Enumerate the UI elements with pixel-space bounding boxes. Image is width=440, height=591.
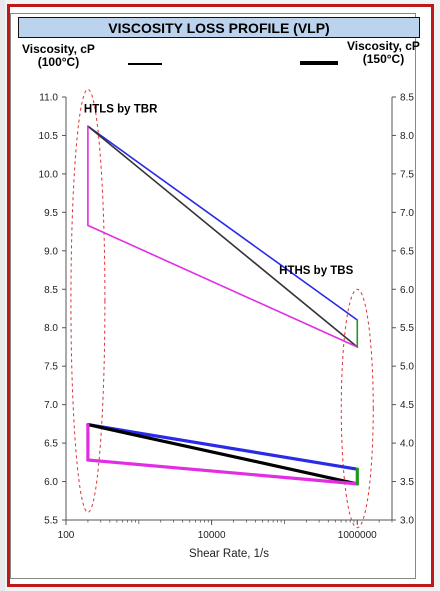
y-left-tick-label: 11.0 bbox=[39, 93, 58, 104]
y-left-tick-label: 10.0 bbox=[39, 169, 59, 180]
y-left-tick-label: 6.0 bbox=[44, 477, 58, 488]
y-right-tick-label: 7.0 bbox=[400, 208, 414, 219]
legend-left-label: Viscosity, cP (100°C) bbox=[22, 43, 95, 69]
legend-right-line bbox=[300, 61, 338, 65]
y-left-tick-label: 8.0 bbox=[44, 323, 58, 334]
legend-left-label-line2: (100°C) bbox=[37, 55, 80, 69]
highlight-ellipse bbox=[340, 288, 374, 529]
y-right-tick-label: 6.5 bbox=[400, 246, 414, 257]
y-right-tick-label: 5.5 bbox=[400, 323, 414, 334]
y-left-tick-label: 9.0 bbox=[44, 246, 58, 257]
highlight-ellipse bbox=[70, 88, 106, 513]
y-right-tick-label: 3.5 bbox=[400, 477, 414, 488]
y-right-tick-label: 5.0 bbox=[400, 362, 414, 373]
y-left-tick-label: 7.0 bbox=[44, 400, 58, 411]
legend-right-label: Viscosity, cP (150°C) bbox=[347, 40, 420, 66]
x-tick-label: 1000000 bbox=[338, 530, 377, 541]
y-right-tick-label: 8.5 bbox=[400, 93, 414, 104]
y-right-tick-label: 8.0 bbox=[400, 131, 414, 142]
y-left-tick-label: 5.5 bbox=[44, 516, 58, 527]
y-right-tick-label: 6.0 bbox=[400, 285, 414, 296]
y-left-tick-label: 9.5 bbox=[44, 208, 58, 219]
legend-right-label-line2: (150°C) bbox=[362, 52, 405, 66]
y-right-tick-label: 3.0 bbox=[400, 516, 414, 527]
x-axis-label: Shear Rate, 1/s bbox=[189, 548, 269, 560]
y-left-tick-label: 7.5 bbox=[44, 362, 58, 373]
annotation-label: HTHS by TBS bbox=[279, 265, 353, 277]
y-right-tick-label: 7.5 bbox=[400, 169, 414, 180]
series-line bbox=[86, 458, 359, 486]
left-edge-strip bbox=[0, 0, 5, 591]
series-line bbox=[86, 423, 359, 471]
y-right-tick-label: 4.5 bbox=[400, 400, 414, 411]
legend-right-label-line1: Viscosity, cP bbox=[347, 39, 420, 53]
series-line bbox=[87, 125, 359, 321]
x-tick-label: 10000 bbox=[198, 530, 226, 541]
legend-left-line bbox=[128, 63, 162, 65]
chart-title: VISCOSITY LOSS PROFILE (VLP) bbox=[18, 17, 420, 38]
y-left-tick-label: 8.5 bbox=[44, 285, 58, 296]
series-line bbox=[86, 423, 359, 486]
y-right-tick-label: 4.0 bbox=[400, 439, 414, 450]
y-left-tick-label: 6.5 bbox=[44, 439, 58, 450]
legend-left-label-line1: Viscosity, cP bbox=[22, 42, 95, 56]
x-tick-label: 100 bbox=[58, 530, 75, 541]
annotation-label: HTLS by TBR bbox=[84, 103, 158, 115]
y-left-tick-label: 10.5 bbox=[39, 131, 59, 142]
series-line bbox=[87, 224, 359, 348]
series-line bbox=[87, 125, 359, 348]
